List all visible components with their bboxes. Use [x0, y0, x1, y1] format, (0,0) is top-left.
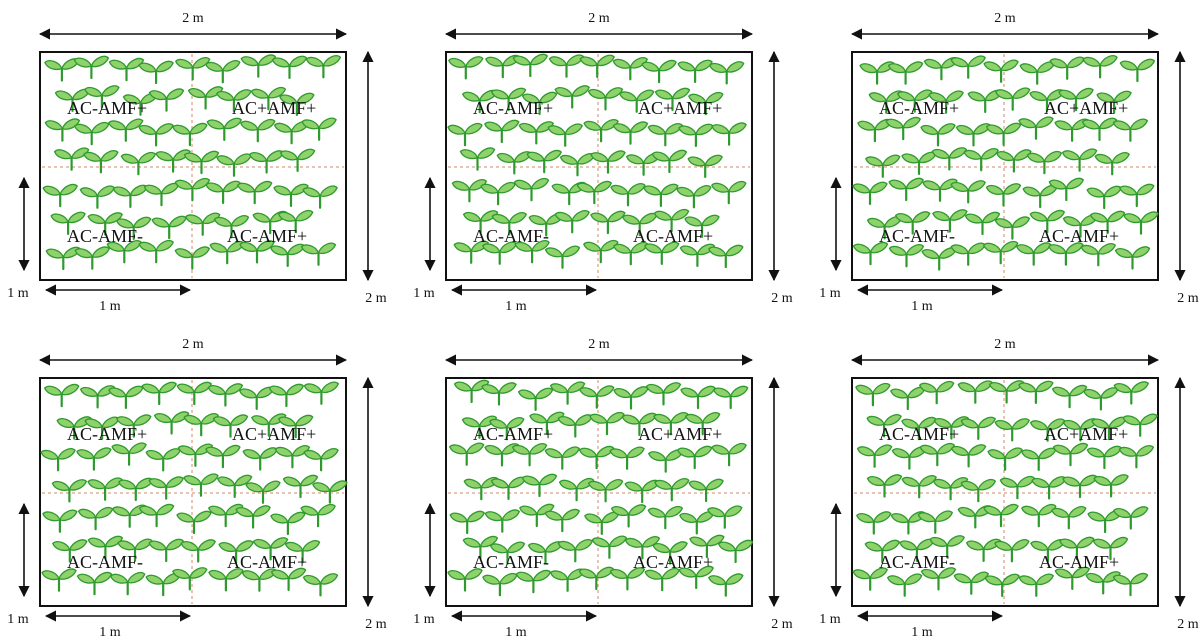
plot-boundary	[851, 51, 1159, 281]
quadrant-label-top-left: AC-AMF+	[879, 424, 959, 444]
sub-width-dimension-label: 1 m	[911, 625, 933, 638]
quadrant-label-bottom-right: AC-AMF+	[633, 552, 713, 572]
height-dimension-label: 2 m	[1177, 291, 1199, 306]
plot-panel: AC-AMF+ AC+AMF+ AC-AMF- AC-AMF+ 2 m 2 m 1 m 1 m	[7, 337, 387, 638]
height-dimension-label: 2 m	[365, 617, 387, 632]
sub-height-dimension-label: 1 m	[7, 612, 29, 627]
quadrant-label-bottom-left: AC-AMF-	[67, 552, 143, 572]
quadrant-label-bottom-right: AC-AMF+	[1039, 552, 1119, 572]
width-dimension-label: 2 m	[588, 337, 610, 352]
quadrant-label-top-right: AC+AMF+	[1044, 98, 1128, 118]
quadrant-label-bottom-right: AC-AMF+	[633, 226, 713, 246]
quadrant-label-bottom-left: AC-AMF-	[879, 552, 955, 572]
sub-height-dimension-label: 1 m	[413, 286, 435, 301]
height-dimension-label: 2 m	[1177, 617, 1199, 632]
quadrant-label-bottom-right: AC-AMF+	[227, 552, 307, 572]
sub-width-dimension-label: 1 m	[99, 299, 121, 314]
sub-width-dimension-label: 1 m	[505, 625, 527, 638]
sub-height-dimension-label: 1 m	[7, 286, 29, 301]
width-dimension-label: 2 m	[994, 337, 1016, 352]
quadrant-label-bottom-left: AC-AMF-	[473, 226, 549, 246]
sub-height-dimension-label: 1 m	[413, 612, 435, 627]
quadrant-label-top-right: AC+AMF+	[638, 98, 722, 118]
sub-width-dimension-label: 1 m	[99, 625, 121, 638]
plot-panel: AC-AMF+ AC+AMF+ AC-AMF- AC-AMF+ 2 m 2 m 1 m 1 m	[7, 11, 387, 314]
plot-boundary	[851, 377, 1159, 607]
quadrant-label-bottom-right: AC-AMF+	[1039, 226, 1119, 246]
quadrant-label-top-right: AC+AMF+	[232, 424, 316, 444]
quadrant-label-top-left: AC-AMF+	[879, 98, 959, 118]
height-dimension-label: 2 m	[771, 617, 793, 632]
width-dimension-label: 2 m	[182, 337, 204, 352]
quadrant-label-top-left: AC-AMF+	[67, 424, 147, 444]
quadrant-label-bottom-left: AC-AMF-	[879, 226, 955, 246]
width-dimension-label: 2 m	[994, 11, 1016, 26]
sub-width-dimension-label: 1 m	[911, 299, 933, 314]
height-dimension-label: 2 m	[365, 291, 387, 306]
quadrant-label-top-right: AC+AMF+	[1044, 424, 1128, 444]
quadrant-label-bottom-left: AC-AMF-	[473, 552, 549, 572]
plot-panel: AC-AMF+ AC+AMF+ AC-AMF- AC-AMF+ 2 m 2 m 1 m 1 m	[413, 337, 793, 638]
quadrant-label-bottom-right: AC-AMF+	[227, 226, 307, 246]
quadrant-label-top-left: AC-AMF+	[473, 98, 553, 118]
quadrant-label-bottom-left: AC-AMF-	[67, 226, 143, 246]
sub-height-dimension-label: 1 m	[819, 612, 841, 627]
plot-panel: AC-AMF+ AC+AMF+ AC-AMF- AC-AMF+ 2 m 2 m 1 m 1 m	[413, 11, 793, 314]
sub-width-dimension-label: 1 m	[505, 299, 527, 314]
width-dimension-label: 2 m	[588, 11, 610, 26]
plot-panel: AC-AMF+ AC+AMF+ AC-AMF- AC-AMF+ 2 m 2 m 1 m 1 m	[819, 11, 1199, 314]
height-dimension-label: 2 m	[771, 291, 793, 306]
quadrant-label-top-right: AC+AMF+	[638, 424, 722, 444]
plot-panel: AC-AMF+ AC+AMF+ AC-AMF- AC-AMF+ 2 m 2 m 1 m 1 m	[819, 337, 1199, 638]
width-dimension-label: 2 m	[182, 11, 204, 26]
quadrant-label-top-left: AC-AMF+	[473, 424, 553, 444]
quadrant-label-top-right: AC+AMF+	[232, 98, 316, 118]
quadrant-label-top-left: AC-AMF+	[67, 98, 147, 118]
sub-height-dimension-label: 1 m	[819, 286, 841, 301]
